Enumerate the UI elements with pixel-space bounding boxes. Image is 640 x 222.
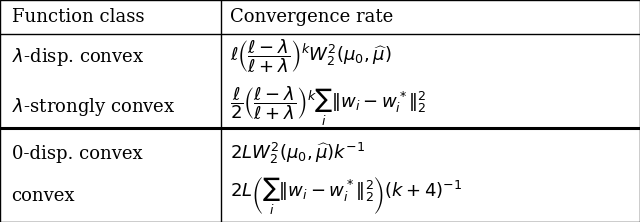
- Text: 0-disp. convex: 0-disp. convex: [12, 145, 142, 163]
- Text: $\dfrac{\ell}{2} \left(\dfrac{\ell-\lambda}{\ell+\lambda}\right)^{k} \sum_i \|w_: $\dfrac{\ell}{2} \left(\dfrac{\ell-\lamb…: [230, 85, 427, 129]
- Text: $\lambda$-strongly convex: $\lambda$-strongly convex: [12, 95, 175, 118]
- Text: $\ell \left(\dfrac{\ell-\lambda}{\ell+\lambda}\right)^{k} W_2^2(\mu_0, \widehat{: $\ell \left(\dfrac{\ell-\lambda}{\ell+\l…: [230, 38, 392, 75]
- Text: $2L\left(\sum_i \|w_i - w_i^*\|_2^2\right)(k+4)^{-1}$: $2L\left(\sum_i \|w_i - w_i^*\|_2^2\righ…: [230, 175, 463, 216]
- Text: $2LW_2^2(\mu_0, \widehat{\mu})k^{-1}$: $2LW_2^2(\mu_0, \widehat{\mu})k^{-1}$: [230, 141, 365, 166]
- Text: Convergence rate: Convergence rate: [230, 8, 394, 26]
- Text: Function class: Function class: [12, 8, 144, 26]
- Text: $\lambda$-disp. convex: $\lambda$-disp. convex: [12, 46, 144, 68]
- Text: convex: convex: [12, 187, 75, 205]
